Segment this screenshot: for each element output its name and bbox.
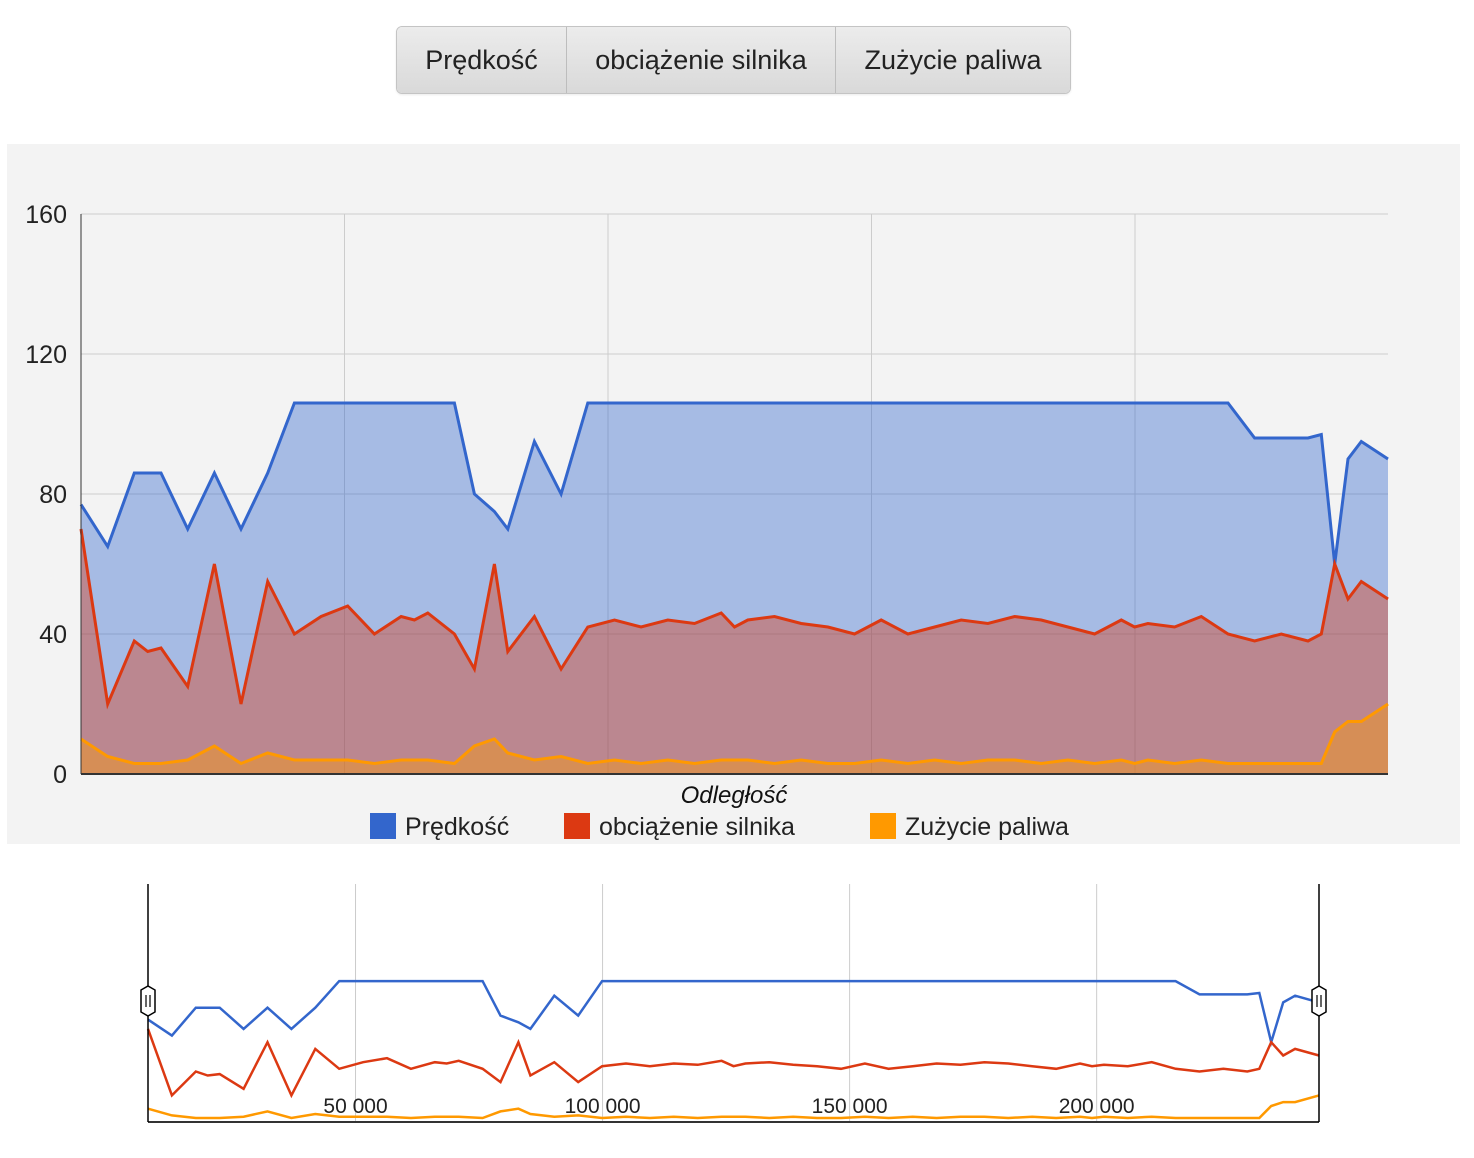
range-x-tick-label: 150 000 [812,1095,888,1118]
main-chart: 0 40 80 120 160 Odległość Prędkość obciążeni… [25,201,1389,841]
line-fuel[interactable] [80,702,1389,766]
range-line-fuel [147,1094,1320,1120]
range-x-tick-label: 200 000 [1059,1095,1135,1118]
series-toggle-group: Prędkość obciążenie silnika Zużycie pali… [396,26,1071,94]
legend-swatch-engine-load[interactable] [564,813,590,839]
y-tick-label: 80 [39,481,67,509]
legend-label-fuel[interactable]: Zużycie paliwa [905,813,1069,841]
area-speed [81,403,1388,774]
fuel-consumption-toggle-button[interactable]: Zużycie paliwa [836,27,1070,93]
range-selector-chart[interactable]: 50 000 100 000 150 000 200 000 [0,876,1474,1136]
engine-load-toggle-button[interactable]: obciążenie silnika [567,27,836,93]
line-engine-load[interactable] [79,528,1389,710]
legend-label-engine-load[interactable]: obciążenie silnika [599,813,795,841]
line-speed[interactable] [79,401,1389,565]
y-tick-label: 0 [53,761,67,789]
speed-toggle-button[interactable]: Prędkość [397,27,567,93]
area-engine-load [81,529,1388,774]
range-line-engine-load [146,1028,1320,1099]
y-tick-label: 120 [25,341,67,369]
legend-label-speed[interactable]: Prędkość [405,813,509,841]
legend: Prędkość obciążenie silnika Zużycie pali… [370,813,1069,841]
range-x-tick-label: 100 000 [565,1095,641,1118]
range-line-speed [147,979,1320,1047]
range-x-tick-label: 50 000 [323,1095,387,1118]
legend-swatch-fuel[interactable] [870,813,896,839]
y-tick-label: 40 [39,621,67,649]
range-right-handle[interactable] [1311,985,1327,1017]
range-left-handle[interactable] [140,985,156,1017]
x-axis-title: Odległość [681,782,788,809]
legend-swatch-speed[interactable] [370,813,396,839]
y-tick-label: 160 [25,201,67,229]
main-chart-panel: 0 40 80 120 160 Odległość Prędkość obciążeni… [7,144,1460,844]
